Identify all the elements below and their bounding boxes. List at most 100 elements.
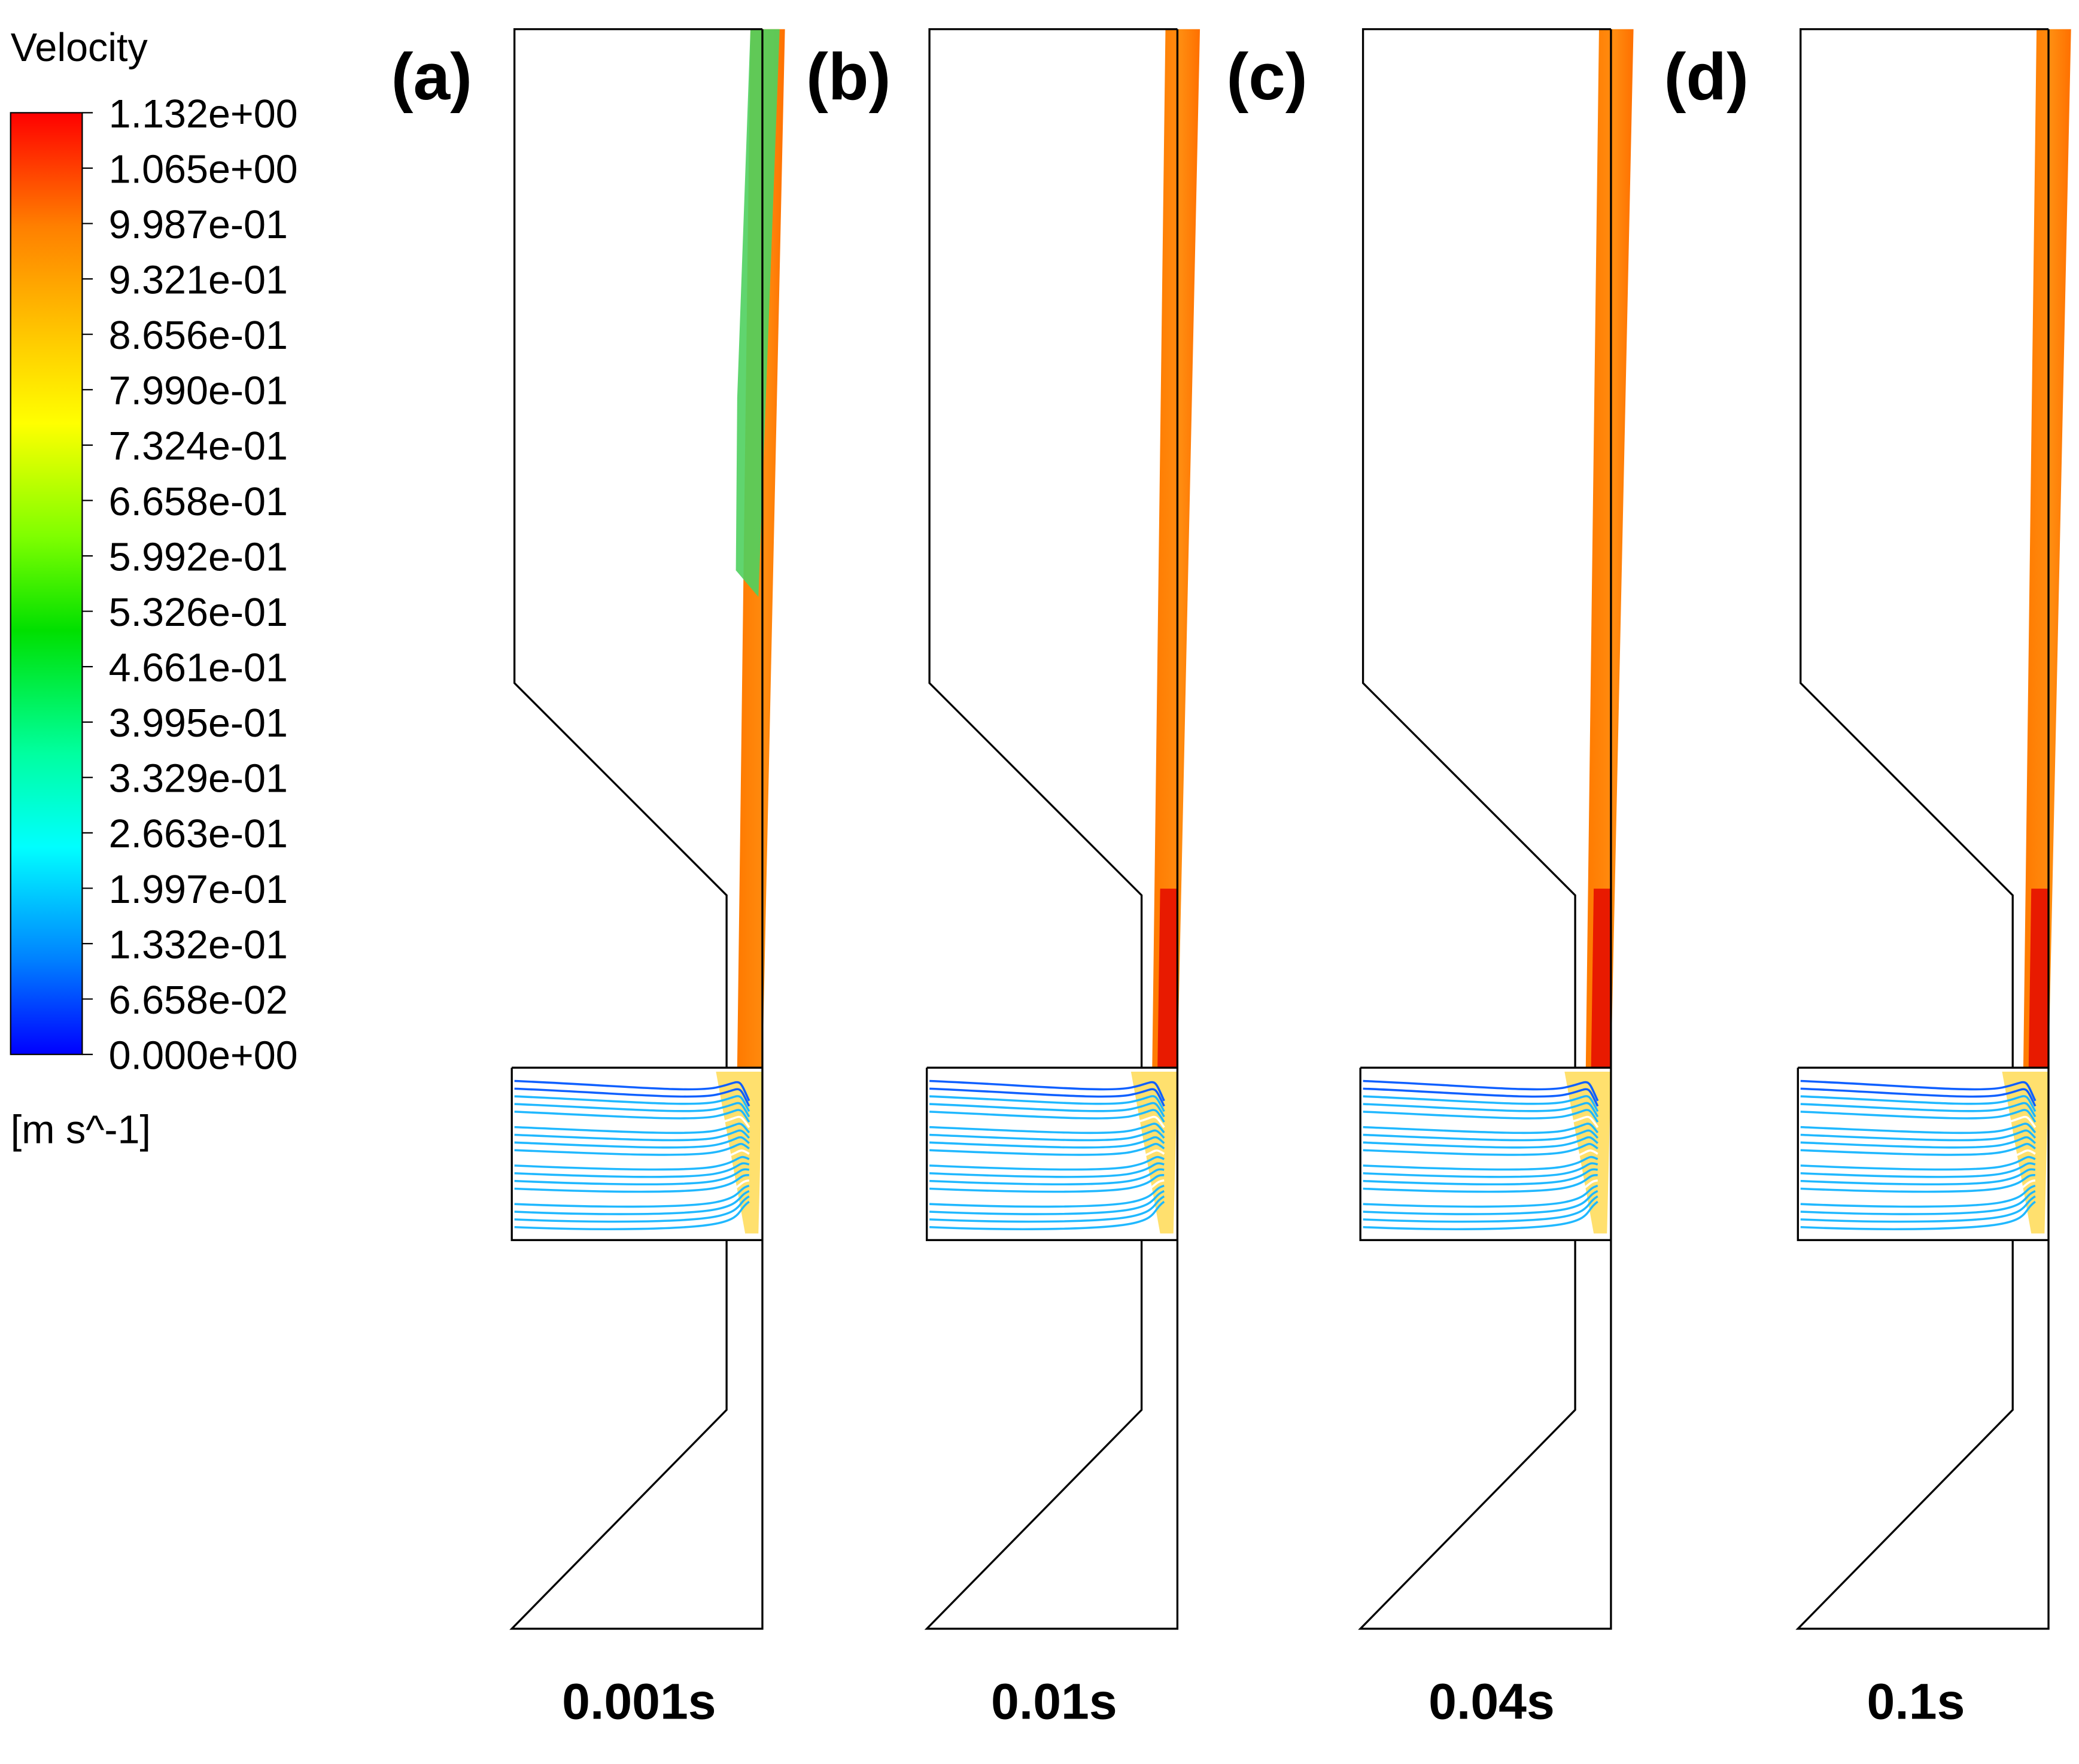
colorbar-label: 4.661e-01 — [109, 646, 288, 691]
colorbar-label: 5.326e-01 — [109, 591, 288, 635]
streamline — [1800, 1149, 2036, 1163]
panel — [1358, 28, 1634, 1630]
streamline — [1363, 1095, 1599, 1112]
streamline — [1800, 1079, 2037, 1102]
geometry-outline — [924, 28, 1179, 1630]
streamline — [929, 1179, 1165, 1200]
jet — [1152, 29, 1200, 1068]
streamline — [1800, 1195, 2036, 1223]
streamline — [929, 1136, 1165, 1149]
streamline — [1800, 1109, 2037, 1123]
streamline — [1363, 1115, 1599, 1129]
streamline — [1800, 1095, 2037, 1112]
streamline — [1800, 1179, 2036, 1200]
streamline — [514, 1168, 750, 1185]
jet — [2023, 29, 2071, 1068]
streamline — [514, 1190, 750, 1215]
streamline — [1800, 1168, 2036, 1185]
colorbar-label: 6.658e-01 — [109, 480, 288, 524]
streamline — [1800, 1155, 2036, 1171]
streamline — [1363, 1079, 1599, 1102]
streamline — [1800, 1115, 2037, 1129]
streamline — [929, 1087, 1165, 1107]
legend-unit: [m s^-1] — [11, 1108, 151, 1152]
streamline — [1363, 1087, 1599, 1107]
colorbar-label: 1.132e+00 — [109, 92, 298, 136]
streamline — [1800, 1129, 2037, 1142]
streamlines — [1800, 1079, 2037, 1230]
streamline — [1800, 1190, 2036, 1215]
colorbar-label: 9.987e-01 — [109, 203, 288, 247]
streamline — [1363, 1179, 1598, 1200]
streamline — [1363, 1102, 1599, 1118]
panel-label: (a) — [391, 40, 472, 114]
streamline — [514, 1079, 750, 1102]
streamline — [929, 1129, 1165, 1142]
streamline — [1363, 1123, 1599, 1135]
jet — [1585, 29, 1634, 1068]
geometry-outline — [1358, 28, 1612, 1630]
geometry-outline — [1795, 28, 2050, 1630]
panel — [924, 28, 1200, 1630]
panel-label: (b) — [806, 40, 890, 114]
streamline — [1363, 1168, 1598, 1185]
streamline — [929, 1184, 1165, 1208]
streamline — [929, 1102, 1165, 1118]
panel-time: 0.01s — [991, 1674, 1117, 1730]
streamline — [1800, 1174, 2035, 1193]
streamline — [514, 1179, 750, 1200]
streamline — [514, 1136, 750, 1149]
streamline — [514, 1129, 750, 1142]
colorbar-label: 1.065e+00 — [109, 147, 298, 191]
streamline — [514, 1109, 750, 1123]
streamline — [514, 1095, 750, 1112]
streamline — [929, 1095, 1165, 1112]
colorbar-label: 3.329e-01 — [109, 757, 288, 801]
streamline — [514, 1155, 750, 1171]
streamline — [929, 1143, 1165, 1156]
colorbar-label: 0.000e+00 — [109, 1034, 298, 1078]
streamline — [1800, 1184, 2036, 1208]
streamline — [1363, 1136, 1598, 1149]
panel — [509, 28, 785, 1630]
streamline — [514, 1174, 749, 1193]
panel — [1795, 28, 2071, 1630]
jet-core — [1157, 889, 1178, 1068]
streamline — [929, 1195, 1165, 1223]
streamline — [1363, 1184, 1598, 1208]
legend-title: Velocity — [11, 26, 148, 70]
streamline — [1363, 1143, 1598, 1156]
panel-time: 0.04s — [1428, 1674, 1555, 1730]
colorbar-label: 6.658e-02 — [109, 978, 288, 1023]
streamline — [514, 1143, 750, 1156]
streamline — [514, 1087, 750, 1107]
panel-time: 0.001s — [562, 1674, 716, 1730]
panel-label: (c) — [1226, 40, 1307, 114]
streamline — [1363, 1129, 1599, 1142]
streamline — [929, 1155, 1165, 1171]
jet-developing — [735, 29, 780, 597]
streamline — [1363, 1195, 1598, 1223]
streamline — [929, 1200, 1165, 1230]
streamline — [1363, 1190, 1598, 1215]
colorbar-label: 9.321e-01 — [109, 258, 288, 302]
streamline — [1800, 1136, 2037, 1149]
streamline — [1800, 1143, 2037, 1156]
streamline — [929, 1115, 1165, 1129]
streamline — [514, 1149, 750, 1163]
streamline — [1800, 1123, 2037, 1135]
jet-core — [2028, 889, 2049, 1068]
streamline — [929, 1190, 1165, 1215]
colorbar — [10, 112, 83, 1056]
streamline — [1800, 1102, 2037, 1118]
streamline — [1800, 1087, 2037, 1107]
streamline — [929, 1109, 1165, 1123]
streamline — [1363, 1149, 1598, 1163]
streamline — [1800, 1200, 2036, 1230]
jet-core — [1591, 889, 1611, 1068]
streamline — [1800, 1162, 2036, 1178]
streamline — [929, 1149, 1165, 1163]
streamline — [929, 1174, 1165, 1193]
streamline — [514, 1184, 750, 1208]
